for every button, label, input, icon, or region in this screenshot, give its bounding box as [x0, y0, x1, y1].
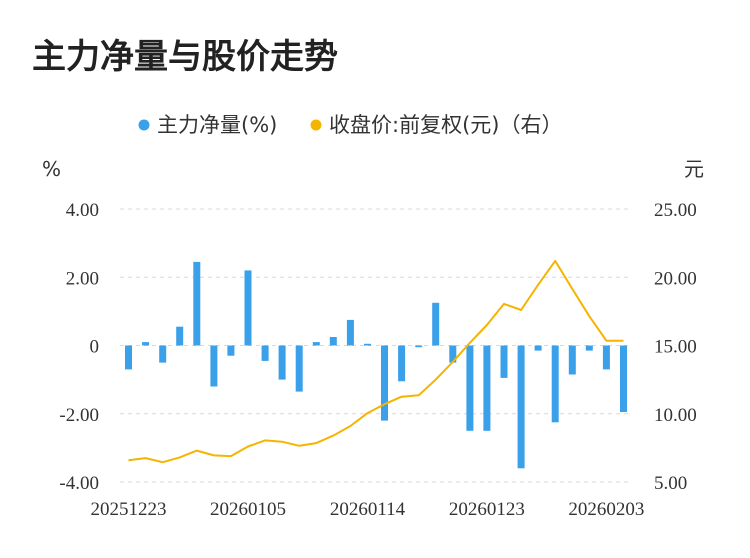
net-volume-bar	[312, 342, 320, 346]
close-price-line-path	[128, 259, 624, 464]
net-volume-bar	[125, 345, 132, 370]
net-volume-bar	[620, 345, 627, 412]
net-volume-bar	[159, 345, 167, 363]
x-tick-label: 20260203	[568, 499, 644, 520]
x-tick-label: 20251223	[91, 499, 167, 520]
net-volume-bar	[381, 345, 388, 421]
left-axis-unit: %	[42, 157, 61, 181]
net-volume-bar	[244, 270, 252, 346]
left-tick-label: -2.00	[59, 405, 99, 426]
left-tick-label: 0	[90, 337, 100, 358]
net-volume-bar	[193, 261, 201, 346]
net-volume-bar	[364, 343, 371, 346]
net-volume-bar	[568, 345, 576, 375]
net-volume-bar	[346, 319, 354, 346]
right-axis-ticks: 25.00 20.00 15.00 10.00 5.00	[654, 200, 697, 494]
x-tick-label: 20260114	[330, 499, 406, 520]
left-tick-label: 4.00	[66, 200, 99, 221]
net-volume-bar	[398, 345, 406, 382]
net-volume-bars	[125, 261, 627, 469]
net-volume-bar	[227, 345, 235, 356]
left-tick-label: 2.00	[66, 268, 99, 289]
legend-marker-close-price	[310, 119, 322, 131]
net-volume-bar	[551, 345, 559, 423]
right-tick-label: 25.00	[654, 200, 697, 221]
close-price-line	[128, 259, 624, 464]
x-tick-label: 20260123	[449, 499, 525, 520]
net-volume-bar	[483, 345, 491, 431]
legend-marker-net-volume	[138, 119, 150, 131]
legend-label-net-volume: 主力净量(%)	[157, 113, 277, 137]
net-volume-bar	[210, 345, 218, 387]
net-volume-bar	[329, 337, 337, 346]
net-volume-bar	[534, 345, 542, 351]
net-volume-bar	[261, 345, 269, 361]
net-volume-bar	[176, 326, 184, 346]
legend: 主力净量(%) 收盘价:前复权(元)（右）	[138, 113, 562, 137]
gridlines	[120, 208, 632, 483]
net-volume-bar	[432, 302, 440, 346]
left-axis-ticks: 4.00 2.00 0 -2.00 -4.00	[59, 200, 99, 494]
net-volume-bar	[415, 345, 423, 348]
right-tick-label: 5.00	[654, 473, 687, 494]
net-volume-bar	[500, 345, 508, 378]
net-volume-bar	[517, 345, 525, 469]
right-tick-label: 20.00	[654, 268, 697, 289]
net-volume-bar	[466, 345, 474, 431]
net-volume-bar	[142, 342, 150, 346]
net-volume-bar	[585, 345, 593, 351]
right-axis-unit: 元	[684, 157, 704, 181]
right-tick-label: 10.00	[654, 405, 697, 426]
x-axis-ticks: 20251223 20260105 20260114 20260123 20260203	[91, 499, 645, 520]
x-tick-label: 20260105	[210, 499, 286, 520]
net-volume-bar	[295, 345, 303, 392]
net-volume-bar	[602, 345, 610, 370]
right-tick-label: 15.00	[654, 337, 697, 358]
left-tick-label: -4.00	[59, 473, 99, 494]
legend-label-close-price: 收盘价:前复权(元)（右）	[329, 113, 562, 137]
chart-title: 主力净量与股价走势	[32, 37, 338, 77]
net-volume-bar	[278, 345, 286, 380]
net-volume-bar	[449, 345, 457, 363]
